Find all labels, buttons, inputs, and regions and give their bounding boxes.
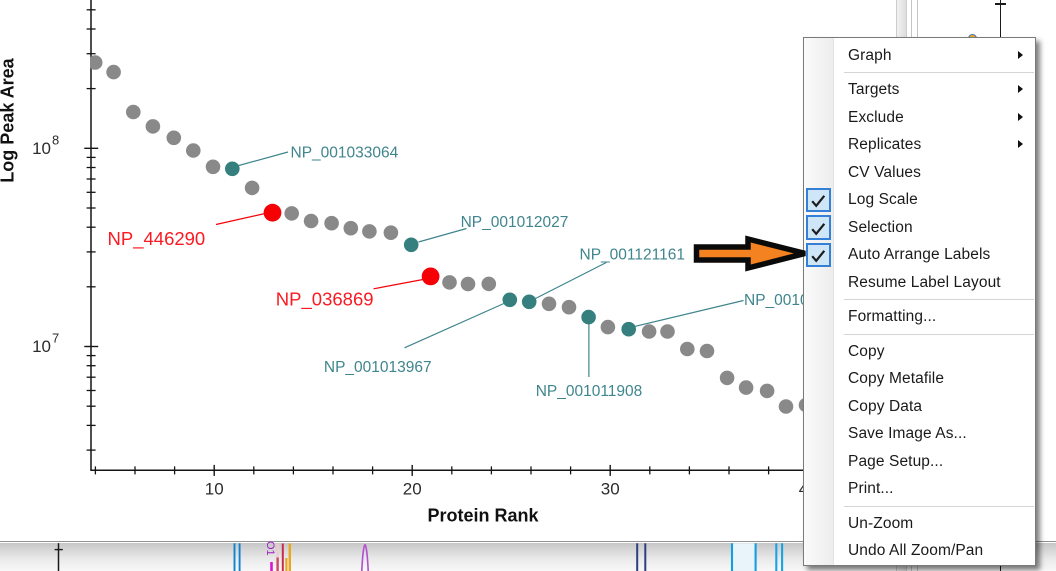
svg-text:30: 30 bbox=[601, 480, 620, 499]
svg-text:NP_001033064: NP_001033064 bbox=[291, 144, 399, 161]
svg-text:Protein Rank: Protein Rank bbox=[427, 506, 539, 526]
svg-text:Log Peak Area: Log Peak Area bbox=[0, 57, 18, 182]
svg-text:20: 20 bbox=[403, 480, 422, 499]
svg-text:O1: O1 bbox=[264, 541, 276, 556]
svg-text:NP_001011908: NP_001011908 bbox=[536, 383, 643, 400]
svg-text:NP_446290: NP_446290 bbox=[108, 228, 206, 250]
svg-text:NP_001121161: NP_001121161 bbox=[580, 247, 685, 264]
svg-text:10: 10 bbox=[32, 337, 51, 356]
svg-text:8: 8 bbox=[52, 132, 59, 147]
svg-text:NP_001012027: NP_001012027 bbox=[461, 214, 569, 231]
svg-text:7: 7 bbox=[52, 331, 59, 346]
svg-text:NP_036869: NP_036869 bbox=[276, 288, 374, 310]
svg-text:10: 10 bbox=[205, 480, 224, 499]
svg-text:NP_001013967: NP_001013967 bbox=[324, 359, 432, 376]
svg-text:10: 10 bbox=[32, 139, 51, 158]
